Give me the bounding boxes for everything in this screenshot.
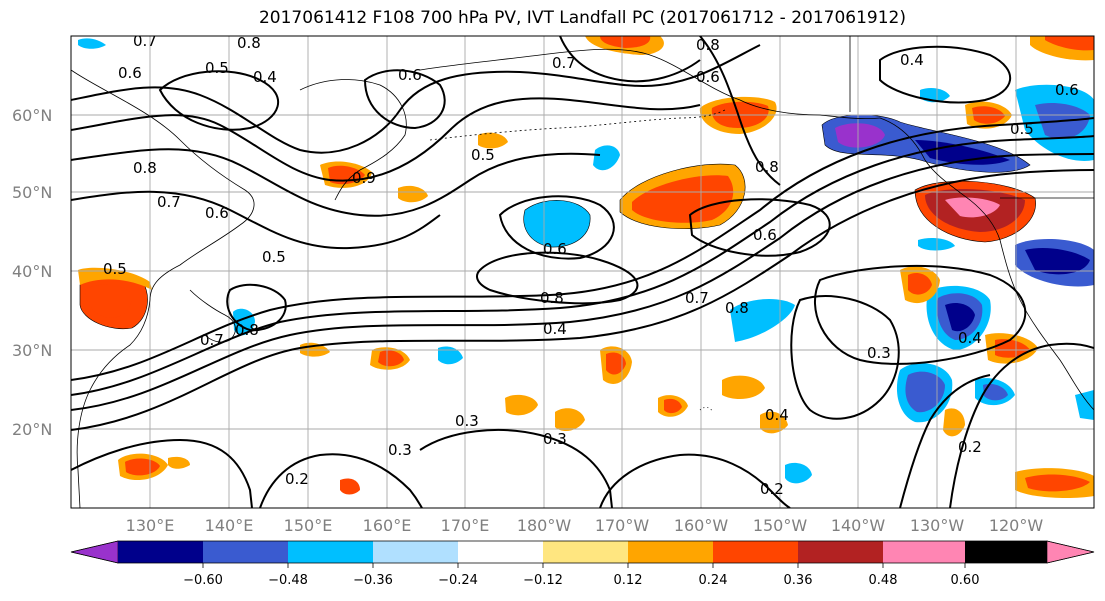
lat-label: 30°N <box>12 341 52 360</box>
lon-label: 120°W <box>989 516 1044 535</box>
map-frame <box>70 35 1095 509</box>
lat-label: 40°N <box>12 262 52 281</box>
lat-label: 50°N <box>12 183 52 202</box>
contour-label: 0.4 <box>543 320 567 338</box>
contour-label: 0.8 <box>540 289 564 307</box>
colorbar-tick-label: −0.12 <box>523 573 563 588</box>
colorbar-segment <box>543 541 628 563</box>
colorbar-segment <box>288 541 373 563</box>
coast-alaska <box>419 48 881 120</box>
map-plot-area: 0.7 0.8 0.6 0.5 0.4 0.6 0.8 0.7 0.6 0.8 … <box>71 32 1094 508</box>
contour-label: 0.8 <box>133 159 157 177</box>
colorbar-tick-label: 0.36 <box>784 573 813 588</box>
contour-label: 0.9 <box>352 169 376 187</box>
colorbar-tick-label: −0.24 <box>438 573 478 588</box>
coast-aleutians <box>429 109 726 141</box>
contour-label: 0.5 <box>1010 120 1034 138</box>
lon-label: 170°E <box>441 516 490 535</box>
contour-label: 0.2 <box>760 480 784 498</box>
colorbar-extend-right <box>1046 540 1095 564</box>
contour-label: 0.4 <box>958 329 982 347</box>
longitude-labels: 130°E 140°E 150°E 160°E 170°E 180°W 170°… <box>126 516 1044 535</box>
contour-label: 0.8 <box>725 299 749 317</box>
lon-label: 140°E <box>205 516 254 535</box>
contour-lines <box>71 36 1094 508</box>
contour-label: 0.3 <box>543 430 567 448</box>
colorbar-tick-label: 0.48 <box>869 573 898 588</box>
contour-labels: 0.7 0.8 0.6 0.5 0.4 0.6 0.8 0.7 0.6 0.8 … <box>103 32 1079 498</box>
coast-hawaii <box>699 406 713 413</box>
contour-label: 0.6 <box>543 240 567 258</box>
shading-layer <box>78 36 1094 498</box>
colorbar-tick-label: 0.24 <box>699 573 728 588</box>
colorbar-tick-label: −0.60 <box>183 573 223 588</box>
colorbar: −0.60 −0.48 −0.36 −0.24 −0.12 0.12 0.24 … <box>70 540 1095 588</box>
shade-central-negative <box>523 200 591 248</box>
contour-label: 0.5 <box>471 146 495 164</box>
colorbar-tick-label: −0.48 <box>268 573 308 588</box>
contour-label: 0.6 <box>398 66 422 84</box>
contour-label: 0.6 <box>1055 81 1079 99</box>
lon-label: 150°E <box>284 516 333 535</box>
colorbar-segment <box>203 541 288 563</box>
colorbar-segment <box>628 541 713 563</box>
contour-label: 0.8 <box>696 36 720 54</box>
lon-label: 170°W <box>595 516 650 535</box>
colorbar-labels: −0.60 −0.48 −0.36 −0.24 −0.12 0.12 0.24 … <box>183 573 979 588</box>
contour-label: 0.2 <box>285 470 309 488</box>
coast-japan <box>189 289 236 343</box>
contour-label: 0.5 <box>103 260 127 278</box>
colorbar-segment <box>373 541 458 563</box>
contour-label: 0.8 <box>235 321 259 339</box>
lon-label: 140°W <box>831 516 886 535</box>
contour-label: 0.6 <box>696 68 720 86</box>
contour-label: 0.6 <box>118 64 142 82</box>
contour-label: 0.7 <box>133 32 157 50</box>
lat-label: 20°N <box>12 420 52 439</box>
lon-label: 180°W <box>517 516 572 535</box>
colorbar-ticks <box>202 563 966 568</box>
colorbar-segment <box>965 541 1047 563</box>
lon-label: 130°E <box>126 516 175 535</box>
contour-label: 0.7 <box>685 289 709 307</box>
contour-label: 0.2 <box>958 438 982 456</box>
contour-label: 0.3 <box>455 412 479 430</box>
colorbar-extend-left <box>70 540 119 564</box>
colorbar-segment <box>118 541 203 563</box>
coast-nw-america <box>879 117 1094 411</box>
coast-asia <box>71 69 255 508</box>
contour-label: 0.5 <box>205 59 229 77</box>
colorbar-segment <box>883 541 965 563</box>
contour-label: 0.8 <box>755 158 779 176</box>
lon-label: 150°W <box>753 516 808 535</box>
contour-label: 0.6 <box>753 226 777 244</box>
colorbar-segment <box>798 541 883 563</box>
contour-label: 0.6 <box>205 204 229 222</box>
contour-label: 0.7 <box>157 193 181 211</box>
colorbar-segment <box>458 541 543 563</box>
coastlines <box>71 36 1094 508</box>
contour-label: 0.3 <box>388 441 412 459</box>
contour-label: 0.7 <box>552 54 576 72</box>
contour-label: 0.4 <box>253 68 277 86</box>
lon-label: 160°W <box>674 516 729 535</box>
contour-label: 0.4 <box>900 51 924 69</box>
contour-label: 0.8 <box>237 34 261 52</box>
colorbar-tick-label: −0.36 <box>353 573 393 588</box>
latitude-labels: 60°N 50°N 40°N 30°N 20°N <box>12 106 52 439</box>
lon-label: 160°E <box>363 516 412 535</box>
lat-label: 60°N <box>12 106 52 125</box>
colorbar-segment <box>713 541 798 563</box>
coast-kamchatka <box>299 79 407 201</box>
contour-label: 0.7 <box>200 331 224 349</box>
contour-label: 0.5 <box>262 248 286 266</box>
colorbar-tick-label: 0.60 <box>951 573 980 588</box>
contour-label: 0.3 <box>867 344 891 362</box>
map-title: 2017061412 F108 700 hPa PV, IVT Landfall… <box>258 8 906 28</box>
lon-label: 130°W <box>910 516 965 535</box>
colorbar-tick-label: 0.12 <box>614 573 643 588</box>
contour-label: 0.4 <box>765 406 789 424</box>
